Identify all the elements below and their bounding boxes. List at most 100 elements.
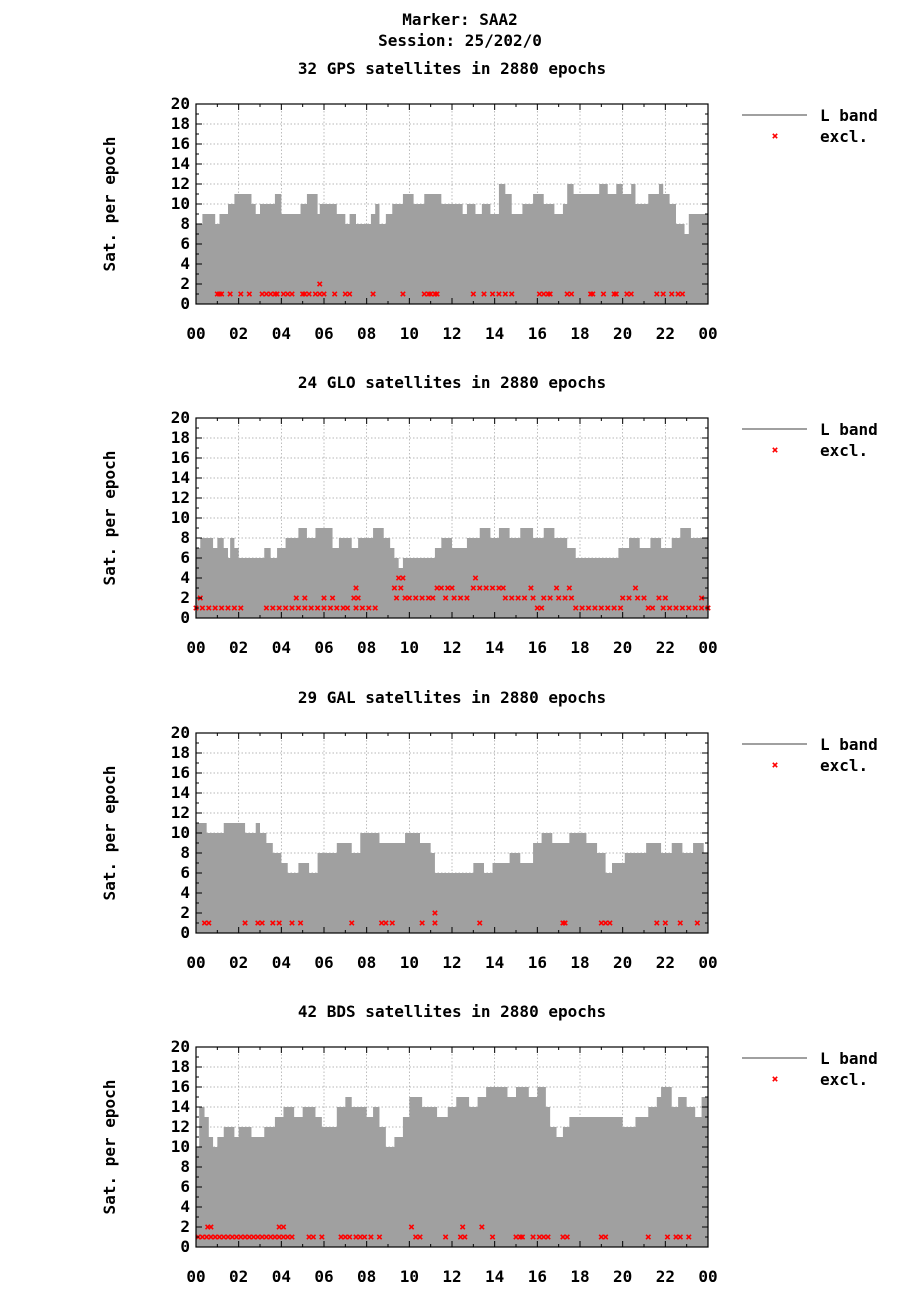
excl-point <box>408 1224 415 1230</box>
excl-point <box>602 1234 609 1240</box>
y-tick-label: 6 <box>180 863 190 882</box>
excl-point <box>242 1234 248 1240</box>
excl-point <box>378 920 385 926</box>
excl-point <box>624 291 630 297</box>
excl-point <box>412 1234 419 1240</box>
excl-point <box>201 920 208 926</box>
y-axis-label: Sat. per epoch <box>100 137 119 272</box>
excl-point <box>267 1234 274 1240</box>
excl-point <box>372 605 378 611</box>
excl-point <box>267 291 274 297</box>
excl-point <box>259 920 265 926</box>
excl-point <box>462 1234 468 1240</box>
excl-point <box>553 585 560 591</box>
x-tick-label: 18 <box>570 1267 589 1286</box>
excl-point <box>400 291 406 297</box>
excl-point <box>530 595 536 601</box>
grid <box>196 104 708 304</box>
excl-point <box>470 585 477 591</box>
excl-point <box>220 1234 227 1240</box>
excl-point <box>310 1234 317 1240</box>
excl-point <box>206 920 212 926</box>
y-tick-label: 20 <box>171 94 190 113</box>
excl-point <box>562 920 568 926</box>
excl-point <box>270 920 276 926</box>
excl-point <box>564 1234 570 1240</box>
excl-point <box>263 291 270 297</box>
excl-point <box>562 595 568 601</box>
excl-point <box>297 920 304 926</box>
excl-point <box>521 595 528 601</box>
excl-point <box>656 595 662 601</box>
excl-point <box>370 291 376 297</box>
excl-point <box>626 595 632 601</box>
excl-point <box>348 920 355 926</box>
x-tick-label: 14 <box>485 638 504 657</box>
x-tick-label: 12 <box>442 638 461 657</box>
excl-point <box>566 585 573 591</box>
excl-point <box>272 1234 278 1240</box>
excl-point <box>602 920 609 926</box>
excl-point <box>338 1234 344 1240</box>
excl-point <box>496 585 502 591</box>
y-tick-label: 8 <box>180 843 190 862</box>
excl-point <box>419 595 425 601</box>
excl-point <box>321 291 327 297</box>
excl-point <box>564 291 570 297</box>
y-ticks <box>196 103 708 305</box>
y-ticks <box>196 417 708 619</box>
excl-point <box>660 605 666 611</box>
excl-point <box>459 1224 466 1230</box>
y-tick-label: 16 <box>171 134 190 153</box>
excl-point <box>250 1234 257 1240</box>
x-tick-label: 18 <box>570 638 589 657</box>
y-tick-label: 10 <box>171 194 190 213</box>
excl-point <box>442 595 449 601</box>
excl-point <box>654 291 660 297</box>
x-tick-label: 06 <box>314 1267 333 1286</box>
excl-point <box>212 1234 218 1240</box>
excl-point <box>481 291 487 297</box>
excl-point <box>284 291 291 297</box>
excl-point <box>212 605 218 611</box>
x-ticks <box>195 104 709 304</box>
excl-point <box>598 605 605 611</box>
excl-point <box>540 291 547 297</box>
excl-point <box>632 585 639 591</box>
excl-point <box>238 605 244 611</box>
y-tick-label: 12 <box>171 803 190 822</box>
excl-point <box>259 1234 265 1240</box>
excl-point <box>368 1234 374 1240</box>
excl-point <box>229 1234 236 1240</box>
excl-point <box>668 291 675 297</box>
excl-point <box>218 605 225 611</box>
excl-point <box>502 291 509 297</box>
y-tick-label: 18 <box>171 428 190 447</box>
excl-point <box>673 605 679 611</box>
excl-point <box>519 1234 526 1240</box>
excl-point <box>289 605 295 611</box>
x-tick-label: 00 <box>698 638 717 657</box>
chart-title: 32 GPS satellites in 2880 epochs <box>298 59 606 78</box>
excl-point <box>346 291 353 297</box>
excl-point <box>342 291 349 297</box>
excl-point <box>500 585 506 591</box>
x-tick-label: 10 <box>400 324 419 343</box>
y-tick-label: 8 <box>180 214 190 233</box>
x-tick-label: 08 <box>357 638 376 657</box>
excl-point <box>361 1234 368 1240</box>
y-tick-label: 0 <box>180 923 190 942</box>
excl-point <box>442 1234 449 1240</box>
excl-point <box>654 920 660 926</box>
excl-point <box>255 1234 261 1240</box>
excl-point <box>316 281 323 287</box>
excl-point <box>233 1234 240 1240</box>
excl-point <box>634 595 641 601</box>
excl-point <box>276 1234 282 1240</box>
excl-point <box>316 291 323 297</box>
excl-point <box>259 291 265 297</box>
y-tick-label: 20 <box>171 408 190 427</box>
excl-point <box>472 575 479 581</box>
excl-point <box>417 1234 423 1240</box>
legend-label-l-band: L band <box>820 735 878 754</box>
